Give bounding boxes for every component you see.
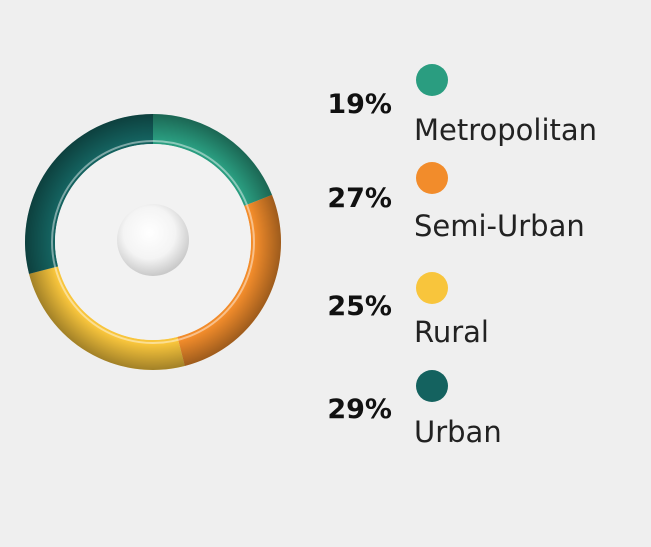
legend-label: Urban — [414, 415, 502, 449]
legend-dot — [416, 370, 448, 402]
legend: 19% Metropolitan 27% Semi-Urban 25% Rural 29% U… — [327, 64, 597, 449]
percent-label: 27% — [327, 183, 392, 214]
legend-dot — [416, 64, 448, 96]
percent-label: 19% — [327, 89, 392, 120]
legend-dot — [416, 162, 448, 194]
legend-label: Semi-Urban — [414, 209, 585, 243]
legend-label: Rural — [414, 315, 489, 349]
center-sphere — [117, 204, 189, 276]
legend-label: Metropolitan — [414, 113, 597, 147]
percent-label: 29% — [327, 394, 392, 425]
percent-label: 25% — [327, 291, 392, 322]
legend-dot — [416, 272, 448, 304]
